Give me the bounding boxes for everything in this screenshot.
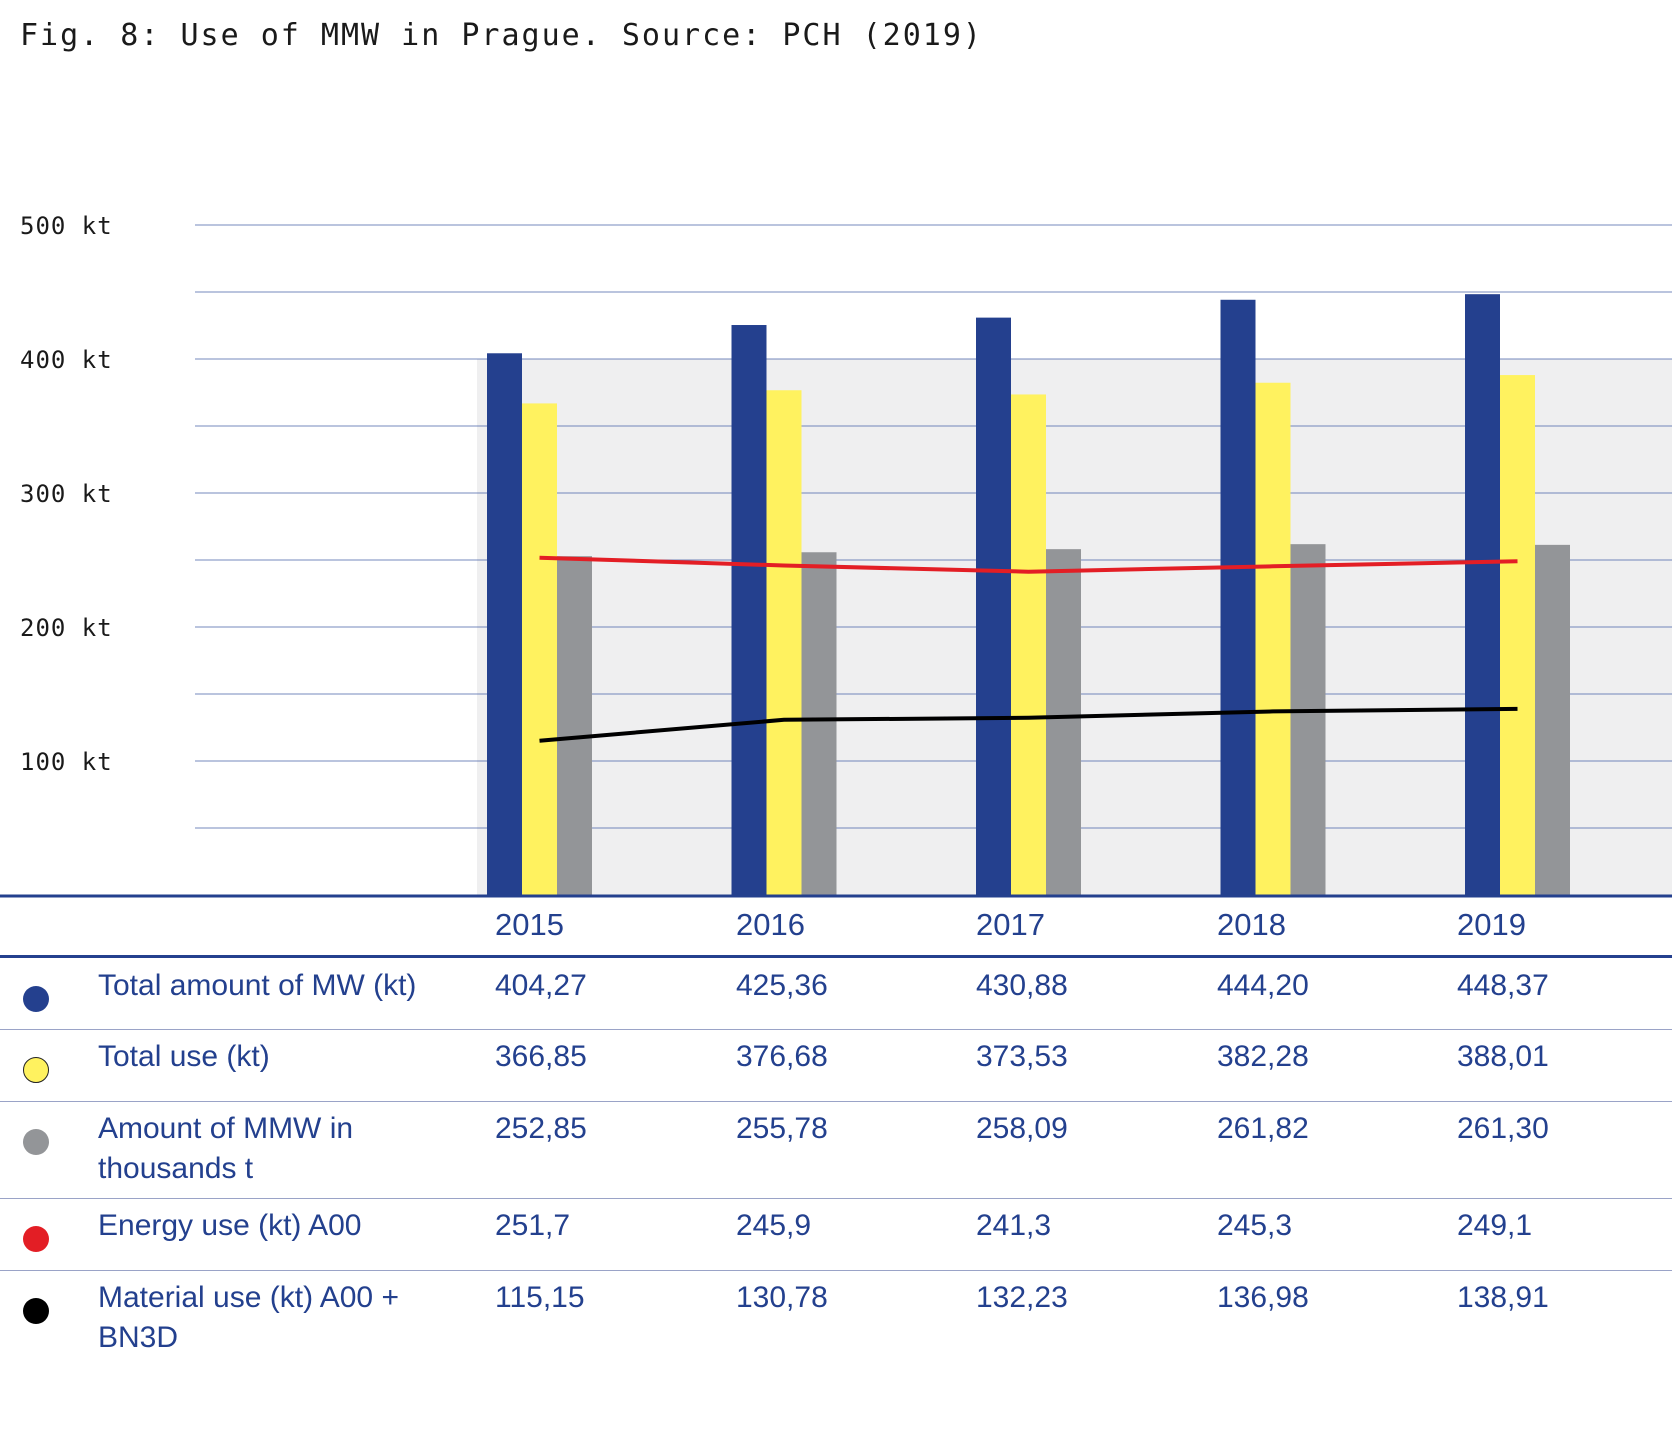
y-tick-label: 400 kt bbox=[20, 346, 113, 374]
x-tick-label: 2017 bbox=[976, 907, 1045, 942]
table-row: Amount of MMW in thousands t 252,85 255,78… bbox=[0, 1101, 1672, 1199]
value-cell: 130,78 bbox=[736, 1281, 828, 1314]
x-tick-label: 2016 bbox=[736, 907, 805, 942]
series-label: Material use (kt) A00 + BN3D bbox=[98, 1281, 399, 1354]
series-label: Amount of MMW in thousands t bbox=[98, 1112, 354, 1185]
y-tick-label: 200 kt bbox=[20, 614, 113, 642]
series-label: Total amount of MW (kt) bbox=[98, 969, 417, 1002]
value-cell: 245,3 bbox=[1217, 1209, 1293, 1242]
value-cell: 136,98 bbox=[1217, 1281, 1309, 1314]
value-cell: 430,88 bbox=[976, 969, 1068, 1002]
legend-dot bbox=[23, 1226, 49, 1252]
value-cell: 382,28 bbox=[1217, 1040, 1309, 1073]
table-row: Material use (kt) A00 + BN3D 115,15 130,78… bbox=[0, 1270, 1672, 1371]
y-tick-label: 500 kt bbox=[20, 212, 113, 240]
value-cell: 366,85 bbox=[495, 1040, 587, 1073]
chart: 500 kt 400 kt 300 kt 200 kt 100 kt 2015 2016 2… bbox=[0, 212, 1672, 942]
value-cell: 373,53 bbox=[976, 1040, 1068, 1073]
y-tick-label: 300 kt bbox=[20, 480, 113, 508]
value-cell: 255,78 bbox=[736, 1112, 828, 1145]
bar-2-2017 bbox=[1011, 394, 1046, 895]
value-cell: 249,1 bbox=[1457, 1209, 1533, 1242]
value-cell: 448,37 bbox=[1457, 969, 1549, 1002]
series-label: Energy use (kt) A00 bbox=[98, 1209, 362, 1242]
table-row: Energy use (kt) A00 251,7 245,9 241,3 245,3 2… bbox=[0, 1198, 1672, 1271]
bar-3-2015 bbox=[557, 556, 592, 895]
bar-2-2019 bbox=[1500, 375, 1535, 895]
y-tick-label: 100 kt bbox=[20, 748, 113, 776]
x-tick-label: 2018 bbox=[1217, 907, 1286, 942]
value-cell: 425,36 bbox=[736, 969, 828, 1002]
bar-1-2019 bbox=[1465, 294, 1500, 895]
value-cell: 245,9 bbox=[736, 1209, 812, 1242]
bar-1-2016 bbox=[731, 325, 767, 896]
series-label: Total use (kt) bbox=[98, 1040, 270, 1073]
value-cell: 376,68 bbox=[736, 1040, 828, 1073]
value-cell: 132,23 bbox=[976, 1281, 1068, 1314]
table-row: Total amount of MW (kt) 404,27 425,36 430,8… bbox=[0, 958, 1672, 1030]
legend-dot bbox=[23, 986, 49, 1012]
value-cell: 252,85 bbox=[495, 1112, 587, 1145]
value-cell: 251,7 bbox=[495, 1209, 571, 1242]
line-series-2 bbox=[539, 706, 1518, 743]
value-cell: 258,09 bbox=[976, 1112, 1068, 1145]
line-series-1 bbox=[539, 555, 1518, 574]
bar-2-2016 bbox=[766, 390, 802, 895]
bar-1-2017 bbox=[976, 317, 1011, 895]
value-cell: 444,20 bbox=[1217, 969, 1309, 1002]
legend-dot bbox=[23, 1298, 49, 1324]
bar-3-2019 bbox=[1535, 544, 1570, 895]
value-cell: 138,91 bbox=[1457, 1281, 1549, 1314]
bar-3-2016 bbox=[801, 552, 837, 895]
bar-3-2018 bbox=[1290, 544, 1326, 895]
value-cell: 241,3 bbox=[976, 1209, 1052, 1242]
table-header-separator bbox=[0, 955, 1672, 958]
bar-1-2018 bbox=[1220, 299, 1256, 896]
bar-3-2017 bbox=[1046, 549, 1081, 895]
value-cell: 388,01 bbox=[1457, 1040, 1549, 1073]
value-cell: 115,15 bbox=[495, 1281, 585, 1314]
table-row: Total use (kt) 366,85 376,68 373,53 382,28 38… bbox=[0, 1029, 1672, 1102]
value-cell: 261,30 bbox=[1457, 1112, 1549, 1145]
x-tick-label: 2019 bbox=[1457, 907, 1526, 942]
bar-2-2015 bbox=[522, 403, 557, 895]
value-cell: 261,82 bbox=[1217, 1112, 1309, 1145]
bar-1-2015 bbox=[487, 353, 522, 895]
legend-dot bbox=[23, 1129, 49, 1155]
legend-dot bbox=[23, 1057, 49, 1083]
figure-title: Fig. 8: Use of MMW in Prague. Source: PC… bbox=[20, 18, 983, 53]
value-cell: 404,27 bbox=[495, 969, 587, 1002]
x-tick-label: 2015 bbox=[495, 907, 564, 942]
bar-2-2018 bbox=[1255, 382, 1291, 895]
